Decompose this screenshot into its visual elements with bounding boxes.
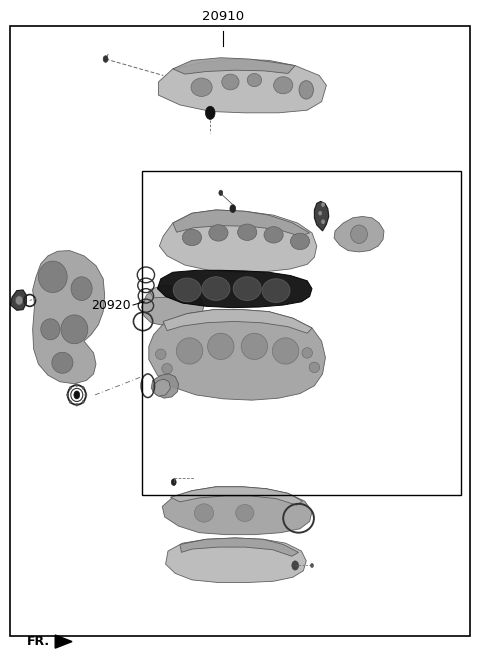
Ellipse shape — [350, 225, 368, 243]
Polygon shape — [170, 487, 302, 505]
Ellipse shape — [162, 363, 172, 374]
Ellipse shape — [15, 296, 23, 305]
Ellipse shape — [41, 319, 60, 340]
Ellipse shape — [61, 315, 88, 344]
Ellipse shape — [247, 73, 262, 87]
Ellipse shape — [103, 56, 108, 62]
Ellipse shape — [219, 190, 223, 195]
Bar — [142, 171, 461, 495]
Ellipse shape — [156, 349, 166, 359]
Text: 20910: 20910 — [202, 10, 244, 23]
Ellipse shape — [76, 384, 78, 386]
Polygon shape — [166, 538, 306, 583]
Ellipse shape — [82, 386, 84, 389]
Polygon shape — [334, 216, 384, 252]
Ellipse shape — [71, 277, 92, 300]
Ellipse shape — [209, 224, 228, 241]
Ellipse shape — [262, 279, 290, 302]
Ellipse shape — [233, 277, 261, 300]
Ellipse shape — [52, 352, 73, 373]
Ellipse shape — [202, 277, 230, 300]
Polygon shape — [314, 201, 329, 231]
Polygon shape — [159, 210, 317, 272]
Polygon shape — [157, 270, 312, 308]
Polygon shape — [173, 210, 310, 236]
Ellipse shape — [38, 261, 67, 293]
Ellipse shape — [194, 504, 214, 522]
Ellipse shape — [82, 401, 84, 403]
Ellipse shape — [171, 479, 176, 485]
Ellipse shape — [302, 348, 312, 358]
Ellipse shape — [76, 403, 78, 406]
Text: FR.: FR. — [26, 635, 49, 648]
Ellipse shape — [85, 394, 87, 396]
Ellipse shape — [191, 78, 212, 96]
Ellipse shape — [177, 338, 203, 364]
Polygon shape — [153, 379, 170, 396]
Ellipse shape — [274, 77, 293, 94]
Ellipse shape — [272, 338, 299, 364]
Polygon shape — [151, 374, 179, 398]
Ellipse shape — [299, 81, 313, 99]
Ellipse shape — [222, 74, 239, 90]
Ellipse shape — [236, 504, 254, 522]
Polygon shape — [173, 58, 295, 74]
Polygon shape — [33, 251, 105, 384]
Polygon shape — [149, 285, 201, 302]
Polygon shape — [11, 290, 26, 310]
Ellipse shape — [70, 386, 72, 389]
Ellipse shape — [264, 227, 283, 243]
Polygon shape — [149, 310, 325, 400]
Polygon shape — [180, 538, 299, 556]
Polygon shape — [55, 635, 72, 648]
Ellipse shape — [70, 401, 72, 403]
Ellipse shape — [230, 205, 236, 213]
Ellipse shape — [67, 394, 69, 396]
Ellipse shape — [318, 211, 322, 215]
Ellipse shape — [311, 564, 313, 567]
Text: 20920: 20920 — [91, 298, 131, 312]
Ellipse shape — [182, 229, 202, 246]
Ellipse shape — [238, 224, 257, 240]
Polygon shape — [163, 310, 312, 333]
Ellipse shape — [292, 561, 299, 570]
Ellipse shape — [321, 202, 325, 207]
Ellipse shape — [74, 391, 80, 399]
Ellipse shape — [309, 362, 320, 373]
Ellipse shape — [290, 234, 310, 249]
Polygon shape — [162, 487, 312, 535]
Ellipse shape — [241, 333, 268, 359]
Ellipse shape — [205, 106, 215, 119]
Polygon shape — [142, 289, 204, 325]
Polygon shape — [158, 59, 326, 113]
Ellipse shape — [173, 278, 201, 302]
Ellipse shape — [321, 219, 325, 224]
Ellipse shape — [208, 333, 234, 359]
